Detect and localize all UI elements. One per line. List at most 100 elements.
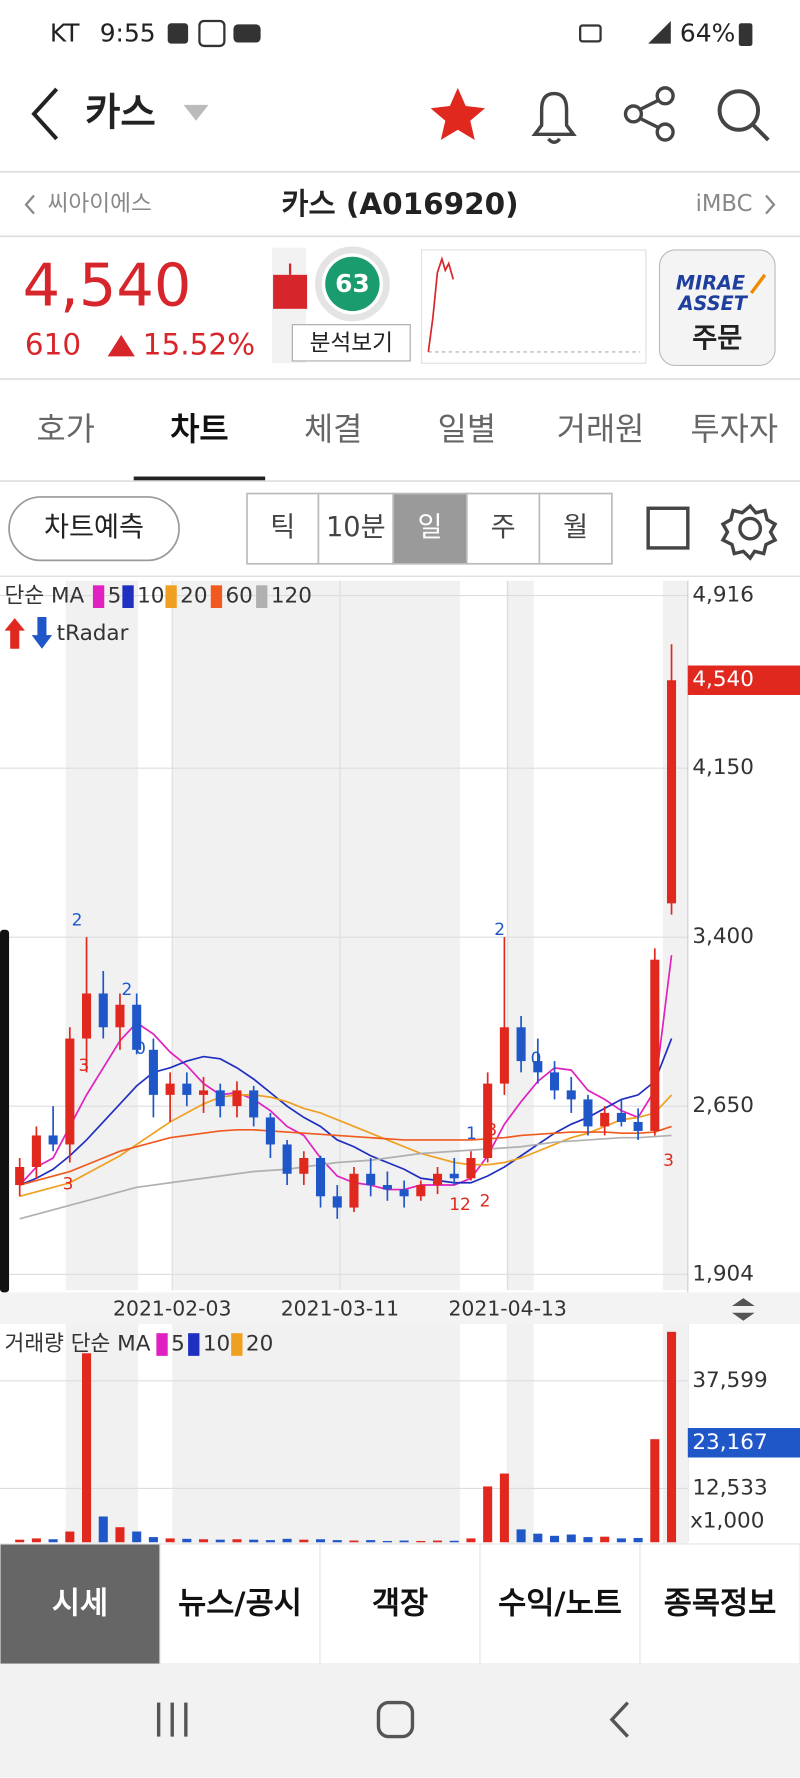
legend-label: 20 [180, 584, 207, 609]
volume-bar [666, 1331, 677, 1543]
back-button[interactable] [31, 87, 59, 141]
period-label[interactable]: 10분 [326, 512, 386, 543]
legend-label: 10 [137, 584, 164, 609]
fullscreen-toggle[interactable] [646, 506, 690, 550]
legend-swatch [256, 585, 268, 608]
candle-body [483, 1083, 493, 1158]
bottom-tab-label[interactable]: 뉴스/공시 [178, 1587, 302, 1622]
volume-bar [650, 1439, 660, 1543]
moving-average-line [19, 1038, 673, 1186]
tab-label[interactable]: 일별 [438, 412, 496, 448]
price: 4,540 [23, 251, 192, 320]
y-tick-label: 2,650 [692, 1093, 754, 1118]
favorite-star[interactable] [430, 87, 485, 140]
broker-logo[interactable]: ASSET [677, 292, 749, 315]
next-stock[interactable]: iMBC [696, 191, 753, 217]
volume-bar [483, 1486, 493, 1543]
home-button[interactable] [376, 1700, 415, 1739]
date-axis [0, 1292, 800, 1325]
radar-signal: 3 [78, 1056, 89, 1076]
bottom-tab[interactable] [479, 1543, 641, 1665]
candle-body [299, 1157, 309, 1174]
status-icon [198, 19, 226, 48]
volume-bar [433, 1540, 443, 1543]
candle-body [633, 1121, 643, 1131]
volume-bar [366, 1540, 376, 1543]
bottom-tab-label[interactable]: 종목정보 [664, 1587, 777, 1622]
nav-bar [0, 1664, 800, 1778]
volume-bar [550, 1535, 560, 1543]
candle-body [666, 680, 677, 904]
search-icon[interactable] [717, 89, 770, 142]
volume-bar [65, 1531, 75, 1543]
tab-label[interactable]: 차트 [170, 412, 228, 448]
order-button[interactable] [658, 249, 776, 367]
prev-stock[interactable]: 씨아이에스 [48, 191, 152, 217]
volume-bar [199, 1539, 209, 1543]
prev-arrow[interactable] [24, 194, 35, 215]
bottom-tab-bar: 시세 뉴스/공시 객장 수익/노트 종목정보 [0, 1543, 800, 1665]
bottom-tab-label[interactable]: 객장 [372, 1587, 428, 1622]
period-label[interactable]: 월 [563, 512, 588, 543]
period-button[interactable] [538, 492, 613, 565]
volume-bar [148, 1537, 158, 1543]
bottom-tab-label[interactable]: 수익/노트 [498, 1587, 622, 1622]
score-ring [315, 246, 390, 322]
volume-bar [416, 1540, 426, 1543]
share-icon[interactable] [623, 86, 675, 142]
legend-label: 60 [225, 584, 252, 609]
tab-label[interactable]: 투자자 [691, 412, 779, 448]
volume-unit: x1,000 [690, 1508, 764, 1533]
candle-body [132, 1004, 142, 1050]
candle-body [416, 1185, 426, 1197]
predict-label[interactable]: 차트예측 [44, 512, 144, 543]
candle-body [65, 1038, 75, 1145]
bottom-tab[interactable] [0, 1543, 161, 1665]
bottom-tab-label[interactable]: 시세 [52, 1587, 108, 1622]
next-arrow[interactable] [765, 194, 776, 215]
nav-back-button[interactable] [609, 1701, 630, 1738]
radar-signal: 0 [531, 1049, 542, 1069]
broker-logo[interactable]: MIRAE [676, 271, 745, 294]
settings-icon[interactable] [720, 503, 778, 561]
candle-body [98, 993, 108, 1028]
candle-body [48, 1135, 58, 1145]
period-label[interactable]: 주 [491, 512, 516, 543]
bottom-tab[interactable] [639, 1543, 800, 1665]
order-label[interactable]: 주문 [692, 323, 742, 354]
recent-apps-button[interactable] [156, 1702, 188, 1737]
tab-label[interactable]: 호가 [37, 412, 95, 448]
moving-average-line [19, 955, 673, 1191]
volume-bar [165, 1538, 175, 1543]
predict-button[interactable] [8, 496, 180, 562]
volume-bar [382, 1540, 392, 1543]
status-icon [167, 23, 189, 44]
alert-bell[interactable] [531, 91, 577, 144]
legend-label: 5 [108, 584, 122, 609]
moving-average-line [19, 1125, 672, 1186]
resize-handle[interactable] [732, 1298, 755, 1321]
volume-bar [48, 1539, 58, 1543]
legend-swatch [122, 585, 134, 608]
analyze-label[interactable]: 분석보기 [310, 330, 393, 356]
volume-bar [566, 1534, 576, 1543]
volume-bar [265, 1540, 275, 1543]
candle-body [466, 1157, 476, 1179]
tab-label[interactable]: 체결 [304, 412, 362, 448]
radar-signal: 2 [480, 1192, 491, 1212]
volume-bar [299, 1539, 309, 1543]
volume-bar [31, 1538, 41, 1543]
stock-title[interactable]: 카스 [85, 91, 156, 136]
dropdown-arrow[interactable] [183, 104, 209, 121]
analyze-button[interactable] [291, 324, 411, 362]
candle-body [31, 1135, 41, 1168]
candle-body [115, 1004, 125, 1028]
broker-logo-mark [749, 273, 767, 294]
period-button[interactable] [466, 492, 541, 565]
period-label[interactable]: 틱 [270, 512, 295, 543]
period-button[interactable] [246, 492, 320, 565]
tab-label[interactable]: 거래원 [557, 412, 645, 448]
period-label[interactable]: 일 [418, 512, 443, 543]
y-tick-label: 3,400 [692, 924, 754, 949]
